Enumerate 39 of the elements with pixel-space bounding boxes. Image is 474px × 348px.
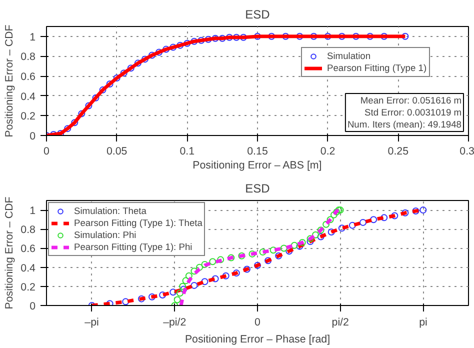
legend-label: Simulation: Theta (74, 205, 146, 217)
x-axis-title: Positioning Error – ABS [m] (192, 160, 322, 172)
y-tick-label: 0 (30, 300, 36, 312)
y-tick-label: 0.2 (20, 110, 36, 123)
y-tick-label: 0.4 (20, 262, 36, 274)
y-tick-label: 0 (30, 130, 36, 142)
y-tick-label: 0.6 (20, 243, 36, 256)
y-tick-label: 0.2 (20, 281, 36, 294)
annotation: Mean Error: 0.051616 m (360, 96, 462, 106)
x-tick-label: 0.3 (460, 146, 474, 158)
legend-label: Pearson Fitting (Type 1): Phi (74, 241, 192, 253)
chart-title: ESD (245, 182, 270, 196)
x-tick-label: 0.05 (106, 146, 128, 158)
y-axis-title: Positioning Error – CDF (4, 196, 16, 310)
x-tick-label: pi/2 (332, 316, 350, 328)
x-tick-label: 0 (44, 146, 50, 158)
y-tick-label: 0.8 (20, 224, 36, 236)
x-tick-label: –pi/2 (163, 316, 186, 328)
legend-label: Simulation: Phi (74, 229, 136, 241)
x-tick-label: 0 (254, 316, 261, 328)
x-tick-label: 0.25 (388, 146, 409, 158)
legend-label: Pearson Fitting (Type 1): Theta (74, 217, 202, 229)
legend-label: Pearson Fitting (Type 1) (327, 62, 427, 74)
x-tick-label: pi (419, 316, 428, 328)
x-tick-label: –pi (84, 316, 99, 328)
x-tick-label: 0.15 (247, 146, 268, 158)
y-tick-label: 0.6 (20, 71, 36, 84)
x-axis-title: Positioning Error – Phase [rad] (184, 334, 330, 346)
annotation: Std Error: 0.0031019 m (364, 108, 462, 118)
x-tick-label: 0.2 (320, 146, 336, 158)
x-tick-label: 0.1 (180, 146, 195, 158)
chart-title: ESD (245, 8, 270, 22)
y-tick-label: 1 (30, 31, 36, 44)
legend-label: Simulation (327, 50, 371, 62)
annotation: Num. Iters (mean): 49.1948 (347, 120, 462, 130)
y-tick-label: 1 (30, 205, 36, 218)
y-tick-label: 0.4 (20, 90, 36, 103)
y-axis-title: Positioning Error – CDF (4, 24, 16, 138)
y-tick-label: 0.8 (20, 51, 36, 64)
